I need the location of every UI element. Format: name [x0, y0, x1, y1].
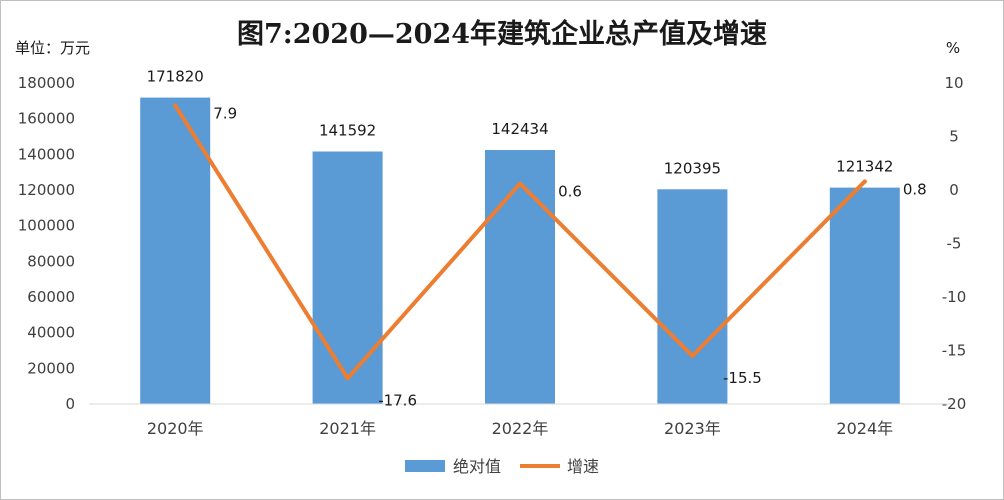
bar	[312, 151, 383, 404]
bar-value-label: 142434	[491, 120, 548, 138]
legend: 绝对值 增速	[405, 457, 599, 476]
line-value-label: 7.9	[213, 104, 237, 122]
y-right-tick-label: 0	[949, 181, 959, 199]
bar	[657, 189, 728, 404]
x-tick-label: 2024年	[836, 419, 893, 438]
bar-value-label: 141592	[319, 121, 376, 139]
y-left-tick-label: 120000	[18, 181, 75, 199]
bar-value-label: 121342	[836, 158, 893, 176]
line-value-label: 0.8	[903, 180, 927, 198]
y-left-tick-label: 160000	[18, 110, 75, 128]
y-right-tick-label: 5	[949, 128, 959, 146]
y-right-axis: 10 5 0 -5 -10 -15 -20	[942, 74, 967, 413]
line-value-label: -15.5	[723, 369, 762, 387]
bar-value-label: 171820	[147, 68, 204, 86]
line-point	[690, 353, 695, 358]
line-value-labels: 7.9 -17.6 0.6 -15.5 0.8	[213, 104, 926, 409]
y-left-tick-label: 40000	[27, 324, 75, 342]
y-right-tick-label: -20	[942, 395, 967, 413]
line-series	[173, 103, 867, 381]
y-left-tick-label: 180000	[18, 74, 75, 92]
line-point	[173, 103, 178, 108]
x-axis: 2020年 2021年 2022年 2023年 2024年	[147, 419, 893, 438]
bar	[485, 149, 555, 404]
x-tick-label: 2023年	[664, 419, 721, 438]
y-left-unit: 单位：万元	[15, 39, 90, 57]
y-right-tick-label: -15	[942, 342, 967, 360]
legend-label-line: 增速	[567, 457, 599, 476]
line-value-label: -17.6	[378, 391, 417, 409]
legend-label-bar: 绝对值	[453, 457, 501, 476]
y-left-axis: 0 20000 40000 60000 80000 100000 120000 140000 1…	[18, 74, 75, 413]
x-tick-label: 2022年	[492, 419, 549, 438]
legend-swatch-bar	[405, 460, 445, 472]
x-tick-label: 2021年	[319, 419, 376, 438]
y-left-tick-label: 140000	[18, 145, 75, 163]
y-right-tick-label: -5	[947, 235, 962, 253]
y-left-tick-label: 80000	[27, 252, 75, 270]
y-right-unit: %	[946, 39, 960, 57]
bar	[829, 187, 900, 404]
bar	[140, 97, 211, 404]
bar-series	[140, 97, 900, 404]
y-left-tick-label: 20000	[27, 359, 75, 377]
line-point	[862, 179, 867, 184]
y-right-tick-label: -10	[942, 288, 967, 306]
y-left-tick-label: 60000	[27, 288, 75, 306]
y-left-tick-label: 100000	[18, 217, 75, 235]
line-point	[345, 376, 350, 381]
line-value-label: 0.6	[558, 183, 582, 201]
x-tick-label: 2020年	[147, 419, 204, 438]
bar-value-labels: 171820 141592 142434 120395 121342	[147, 68, 894, 178]
line-point	[518, 181, 522, 186]
y-right-tick-label: 10	[944, 74, 963, 92]
chart-title: 图7:2020—2024年建筑企业总产值及增速	[237, 18, 767, 50]
y-left-tick-label: 0	[65, 395, 75, 413]
bar-value-label: 120395	[664, 159, 721, 177]
